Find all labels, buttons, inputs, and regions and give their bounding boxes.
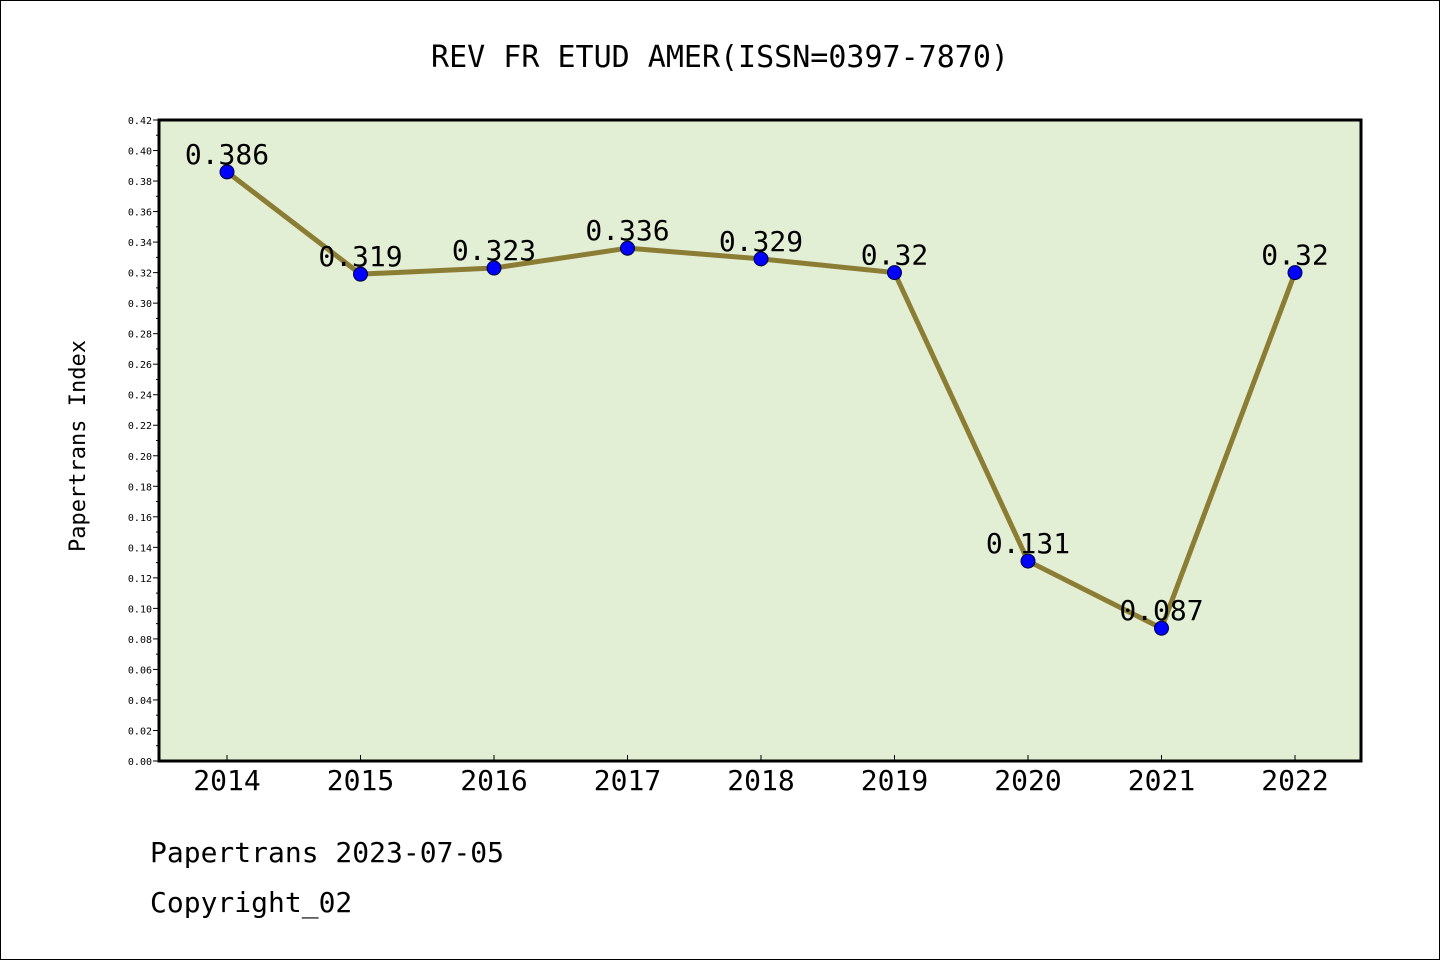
y-tick-label: 0.28 [128, 330, 152, 341]
data-point [753, 251, 769, 267]
y-tick-label: 0.24 [128, 391, 152, 402]
data-point [219, 164, 235, 180]
data-point [1154, 620, 1169, 636]
x-tick-label: 2022 [1261, 764, 1328, 797]
data-markers [219, 164, 1303, 636]
chart-title: REV FR ETUD AMER(ISSN=0397-7870) [431, 40, 1009, 75]
data-label: 0.131 [986, 527, 1070, 560]
y-tick-label: 0.38 [128, 177, 152, 188]
data-label: 0.32 [1261, 239, 1328, 272]
x-tick-label: 2018 [727, 764, 794, 797]
y-tick-label: 0.14 [128, 543, 152, 554]
x-tick-label: 2017 [594, 764, 661, 797]
data-label: 0.336 [585, 214, 669, 247]
data-label: 0.323 [452, 234, 536, 267]
data-point [620, 240, 635, 256]
plot-area [157, 118, 1363, 763]
x-tick-label: 2021 [1128, 764, 1195, 797]
y-tick-label: 0.00 [128, 757, 152, 768]
y-tick-label: 0.30 [128, 299, 152, 310]
y-axis-label: Papertrans Index [66, 340, 91, 552]
x-tick-label: 2016 [460, 764, 527, 797]
data-point [1287, 265, 1303, 281]
data-label: 0.087 [1119, 594, 1203, 627]
data-label: 0.386 [185, 138, 269, 171]
y-tick-label: 0.26 [128, 360, 152, 371]
data-label: 0.32 [861, 239, 928, 272]
data-labels: 0.386 0.319 0.323 0.336 0.329 0.32 0.131 0.087 0… [185, 138, 1329, 627]
y-tick-label: 0.02 [128, 726, 152, 737]
data-point [1020, 553, 1036, 569]
data-point [353, 266, 368, 282]
y-tick-label: 0.34 [128, 238, 152, 249]
x-axis-ticks: 2014 2015 2016 2017 2018 2019 2020 2021 2022 [193, 755, 1329, 797]
y-axis-ticks: 0.00 0.02 0.04 0.06 0.08 0.10 0.12 0.14 0.16 0.18… [128, 116, 159, 768]
data-point [887, 265, 902, 281]
y-tick-label: 0.42 [128, 116, 152, 127]
y-tick-label: 0.18 [128, 482, 152, 493]
footer-date: Papertrans 2023-07-05 [150, 836, 505, 869]
y-tick-label: 0.08 [128, 635, 152, 646]
y-tick-label: 0.12 [128, 574, 152, 585]
y-tick-label: 0.32 [128, 269, 152, 280]
x-tick-label: 2020 [994, 764, 1061, 797]
footer-copyright: Copyright_02 [150, 886, 353, 919]
y-tick-label: 0.36 [128, 208, 152, 219]
data-point [486, 260, 502, 276]
data-label: 0.329 [719, 225, 803, 258]
x-tick-label: 2019 [861, 764, 928, 797]
y-tick-label: 0.10 [128, 604, 152, 615]
y-tick-label: 0.20 [128, 452, 152, 463]
y-tick-label: 0.22 [128, 421, 152, 432]
y-tick-label: 0.40 [128, 147, 152, 158]
y-tick-label: 0.04 [128, 696, 152, 707]
y-tick-label: 0.06 [128, 665, 152, 676]
y-tick-label: 0.16 [128, 513, 152, 524]
x-tick-label: 2015 [327, 764, 394, 797]
data-label: 0.319 [318, 240, 402, 273]
x-tick-label: 2014 [193, 764, 260, 797]
